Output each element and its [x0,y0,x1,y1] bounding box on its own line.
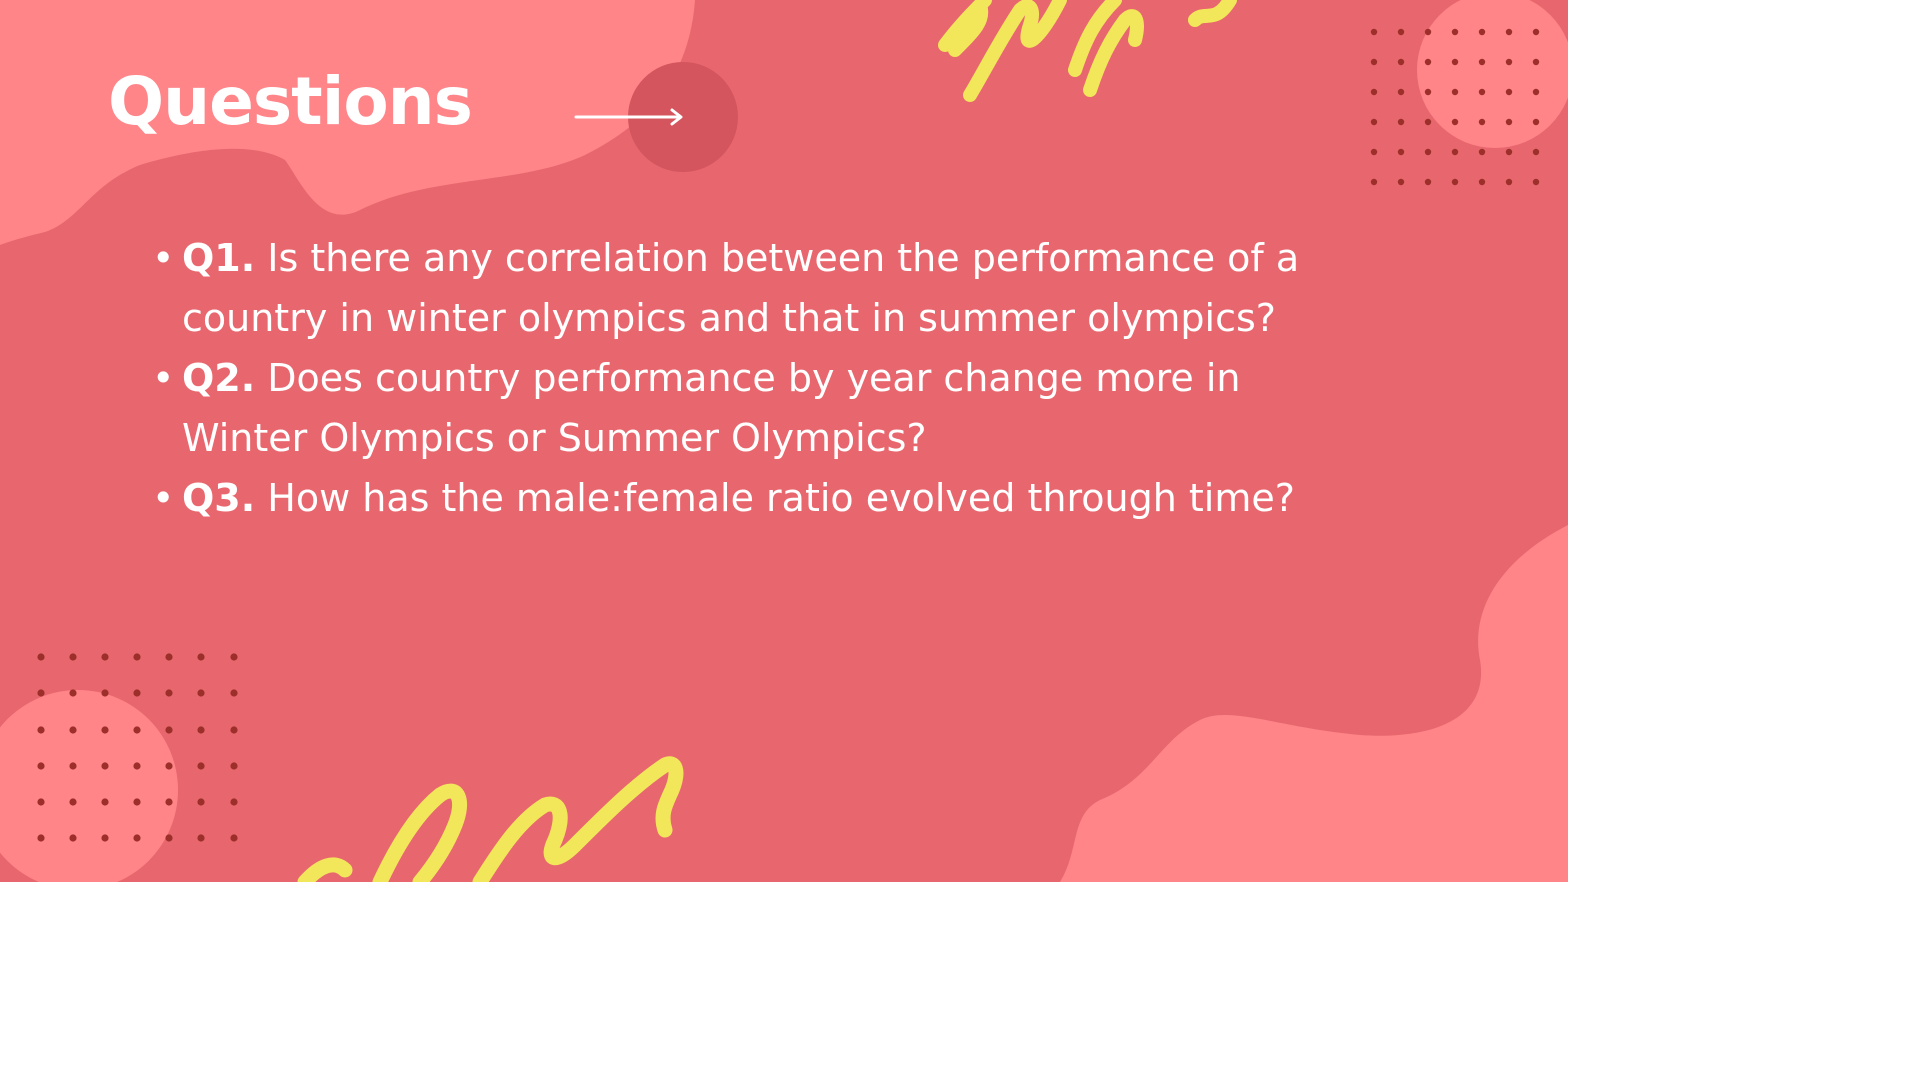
background-decoration [0,0,1568,882]
question-number: Q1. [182,236,256,280]
bullet-icon: • [152,236,175,280]
question-number: Q2. [182,356,256,400]
question-text: Is there any correlation between the per… [182,236,1300,340]
bottom-left-circle [0,690,178,882]
bullet-icon: • [152,476,175,520]
question-list: • Q1. Is there any correlation between t… [152,228,1352,528]
arrow-right-icon [574,108,683,126]
question-item: • Q3. How has the male:female ratio evol… [152,468,1352,528]
question-text: How has the male:female ratio evolved th… [255,476,1295,520]
bullet-icon: • [152,356,175,400]
slide-title: Questions [108,63,473,140]
bottom-right-blob [1060,525,1568,882]
dot-grid-bottom-left [37,653,238,842]
dot-grid-top-right [1370,28,1540,186]
question-text: Does country performance by year change … [182,356,1241,460]
top-right-circle [1417,0,1568,148]
slide: Questions • Q1. Is there any correlation… [0,0,1568,882]
bottom-scribble [297,756,684,882]
question-item: • Q2. Does country performance by year c… [152,348,1352,468]
arrow-backdrop-circle [628,62,738,172]
top-left-blob [0,0,695,245]
question-item: • Q1. Is there any correlation between t… [152,228,1352,348]
top-scribble [938,0,1237,102]
question-number: Q3. [182,476,256,520]
